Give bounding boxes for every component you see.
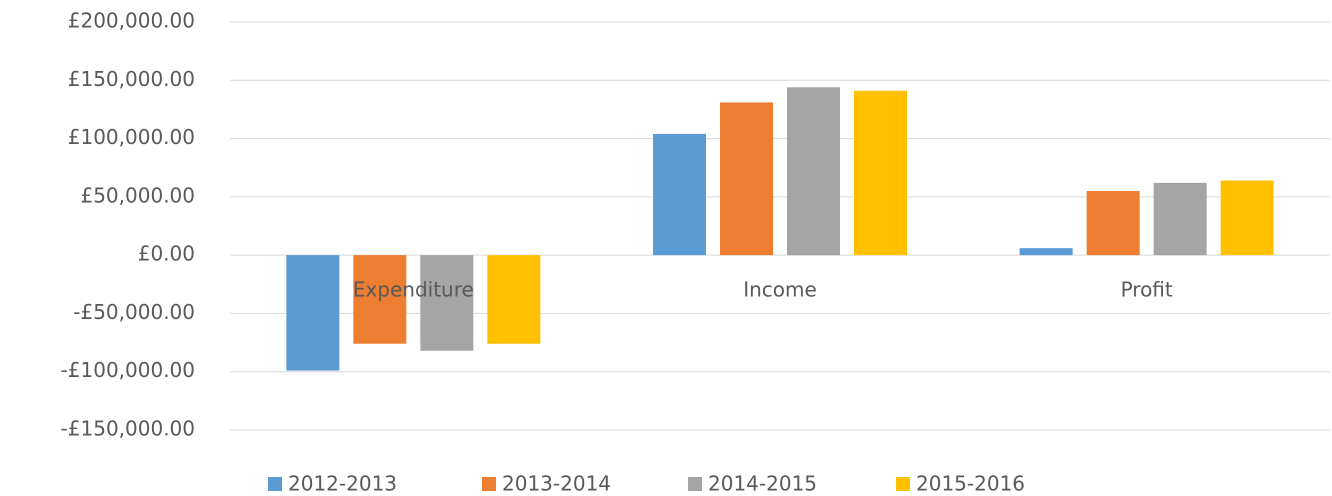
x-tick-label: Profit [1121,278,1173,302]
bar [720,102,773,256]
y-tick-label: -£150,000.00 [61,417,195,441]
bar [1019,248,1073,256]
y-tick-label: -£100,000.00 [61,358,195,382]
y-tick-label: £100,000.00 [68,125,195,149]
bar [487,255,541,344]
x-tick-label: Income [743,278,817,302]
bar [787,87,840,256]
legend-label: 2013-2014 [502,472,611,496]
legend-swatch [688,477,702,491]
bar [1086,191,1140,256]
bar [353,255,407,344]
y-tick-label: -£50,000.00 [73,300,195,324]
y-tick-label: £0.00 [138,242,195,266]
bar [420,255,474,351]
bar [1220,180,1274,256]
legend-swatch [482,477,496,491]
y-tick-label: £200,000.00 [68,9,195,33]
legend-label: 2014-2015 [708,472,817,496]
legend-label: 2012-2013 [288,472,397,496]
legend-swatch [896,477,910,491]
y-tick-label: £50,000.00 [80,183,195,207]
y-tick-label: £150,000.00 [68,67,195,91]
bar [653,133,706,256]
legend-label: 2015-2016 [916,472,1025,496]
legend-swatch [268,477,282,491]
x-tick-label: Expenditure [353,278,474,302]
bar [1153,182,1207,256]
bar [854,90,907,256]
bar [286,255,340,371]
